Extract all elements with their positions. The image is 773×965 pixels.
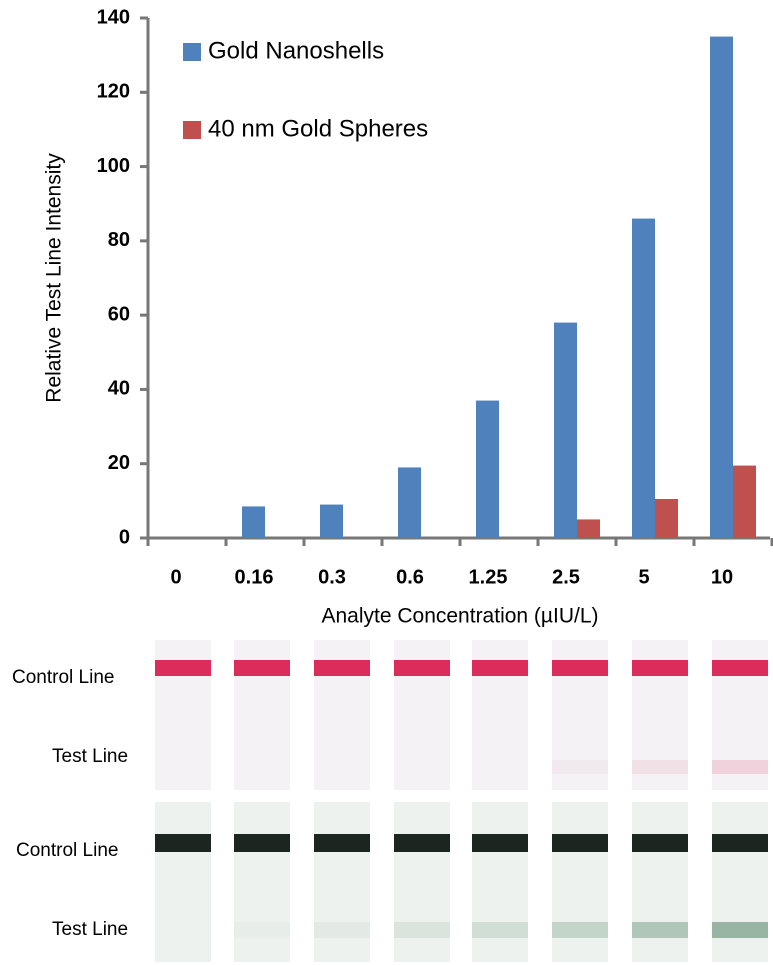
y-tick-label: 40 — [108, 378, 130, 400]
y-tick-label: 0 — [119, 526, 130, 548]
strip-label: Test Line — [52, 746, 128, 767]
bar — [577, 519, 600, 538]
strip-label: Control Line — [16, 840, 118, 861]
legend-label: Gold Nanoshells — [208, 37, 384, 64]
bar — [632, 218, 655, 539]
control-band — [155, 660, 211, 676]
control-band — [234, 834, 290, 852]
bar — [710, 36, 733, 538]
bar — [320, 504, 343, 538]
x-tick-label: 0.6 — [396, 566, 424, 588]
strip — [155, 802, 211, 962]
control-band — [712, 660, 768, 676]
strip — [394, 802, 450, 962]
control-band — [394, 660, 450, 676]
test-band — [712, 760, 768, 774]
strip — [472, 802, 528, 962]
control-band — [155, 834, 211, 852]
x-tick-label: 0.16 — [235, 566, 274, 588]
test-band — [552, 922, 608, 938]
control-band — [472, 660, 528, 676]
control-band — [472, 834, 528, 852]
test-band — [314, 922, 370, 938]
strip — [552, 802, 608, 962]
test-band — [712, 922, 768, 938]
control-band — [552, 660, 608, 676]
strip — [712, 802, 768, 962]
bar — [733, 465, 756, 538]
x-tick-label: 0.3 — [318, 566, 346, 588]
strip — [234, 802, 290, 962]
test-band — [632, 922, 688, 938]
bar — [655, 499, 678, 538]
legend-swatch — [183, 43, 201, 61]
legend-swatch — [183, 121, 201, 139]
strip-label: Control Line — [12, 667, 114, 688]
y-tick-label: 140 — [97, 6, 130, 28]
test-band — [552, 760, 608, 774]
test-band — [394, 922, 450, 938]
y-tick-label: 20 — [108, 452, 130, 474]
control-band — [234, 660, 290, 676]
x-tick-label: 1.25 — [469, 566, 508, 588]
control-band — [314, 660, 370, 676]
control-band — [552, 834, 608, 852]
test-band — [234, 922, 290, 938]
legend-label: 40 nm Gold Spheres — [208, 115, 428, 142]
strip-label: Test Line — [52, 919, 128, 940]
control-band — [712, 834, 768, 852]
y-tick-label: 60 — [108, 303, 130, 325]
bar — [398, 467, 421, 538]
x-tick-label: 0 — [170, 566, 181, 588]
x-tick-label: 5 — [638, 566, 649, 588]
y-tick-label: 100 — [97, 155, 130, 177]
strip — [314, 802, 370, 962]
control-band — [394, 834, 450, 852]
bar — [242, 506, 265, 538]
test-band — [472, 922, 528, 938]
control-band — [314, 834, 370, 852]
x-tick-label: 2.5 — [552, 566, 580, 588]
y-axis-title: Relative Test Line Intensity — [43, 153, 66, 403]
test-band — [632, 760, 688, 774]
y-tick-label: 120 — [97, 81, 130, 103]
strip — [632, 802, 688, 962]
bar — [554, 322, 577, 538]
x-tick-label: 10 — [711, 566, 733, 588]
y-tick-label: 80 — [108, 229, 130, 251]
x-axis-title: Analyte Concentration (µIU/L) — [321, 605, 598, 628]
bar — [476, 400, 499, 538]
control-band — [632, 660, 688, 676]
control-band — [632, 834, 688, 852]
